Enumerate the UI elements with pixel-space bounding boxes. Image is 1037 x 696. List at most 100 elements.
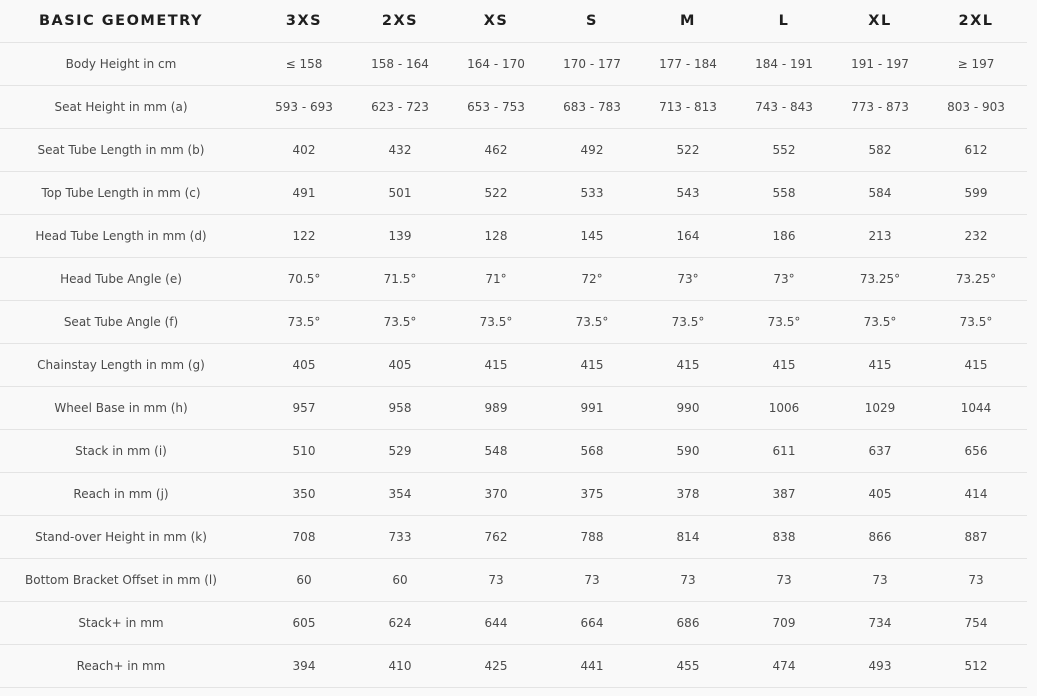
- table-cell: 73.5°: [767, 315, 801, 329]
- size-header-2xl: 2XL: [958, 13, 994, 29]
- table-cell: 990: [676, 401, 700, 415]
- table-cell: 164 - 170: [467, 57, 525, 71]
- table-cell: 415: [772, 358, 796, 372]
- table-cell: 605: [292, 616, 316, 630]
- table-row: Head Tube Angle (e) 70.5° 71.5° 71° 72° 73° 73…: [0, 258, 1027, 301]
- table-cell: 1029: [864, 401, 896, 415]
- table-header: BASIC GEOMETRY 3XS 2XS XS S M L XL 2XL: [0, 0, 1027, 43]
- table-cell: 72°: [581, 272, 603, 286]
- table-cell: 582: [868, 143, 892, 157]
- table-cell: 73.25°: [955, 272, 997, 286]
- table-cell: 590: [676, 444, 700, 458]
- table-cell: 73.5°: [959, 315, 993, 329]
- size-header-3xs: 3XS: [285, 13, 323, 29]
- table-cell: 612: [964, 143, 988, 157]
- table-cell: 375: [580, 487, 604, 501]
- table-cell: 866: [868, 530, 892, 544]
- table-cell: 887: [964, 530, 988, 544]
- table-cell: 543: [676, 186, 700, 200]
- table-row: Bottom Bracket Offset in mm (l) 60 60 73 73 7…: [0, 559, 1027, 602]
- table-cell: 73: [584, 573, 600, 587]
- table-cell: 415: [580, 358, 604, 372]
- table-cell: 441: [580, 659, 604, 673]
- table-cell: 73°: [677, 272, 699, 286]
- row-label: Wheel Base in mm (h): [54, 401, 188, 415]
- table-cell: 1006: [768, 401, 800, 415]
- table-cell: 73.5°: [383, 315, 417, 329]
- table-cell: 73°: [773, 272, 795, 286]
- size-header-s: S: [586, 13, 598, 29]
- table-cell: 164: [676, 229, 700, 243]
- table-cell: 354: [388, 487, 412, 501]
- table-cell: 644: [484, 616, 508, 630]
- table-cell: 186: [772, 229, 796, 243]
- table-cell: 415: [676, 358, 700, 372]
- table-cell: 414: [964, 487, 988, 501]
- table-row: Reach in mm (j) 350 354 370 375 378 387 405 414: [0, 473, 1027, 516]
- table-cell: 568: [580, 444, 604, 458]
- table-cell: 743 - 843: [755, 100, 813, 114]
- table-row: Reach+ in mm 394 410 425 441 455 474 493 512: [0, 645, 1027, 688]
- table-cell: 522: [484, 186, 508, 200]
- table-cell: 73.5°: [575, 315, 609, 329]
- table-row: Seat Tube Length in mm (b) 402 432 462 492 52…: [0, 129, 1027, 172]
- row-label: Seat Height in mm (a): [54, 100, 188, 114]
- row-label: Reach in mm (j): [73, 487, 169, 501]
- table-cell: 803 - 903: [947, 100, 1005, 114]
- table-cell: 73.5°: [863, 315, 897, 329]
- table-cell: 493: [868, 659, 892, 673]
- size-header-2xs: 2XS: [381, 13, 419, 29]
- row-label: Stand-over Height in mm (k): [35, 530, 207, 544]
- table-cell: 512: [964, 659, 988, 673]
- table-cell: 350: [292, 487, 316, 501]
- table-row: Stand-over Height in mm (k) 708 733 762 788 8…: [0, 516, 1027, 559]
- table-cell: 474: [772, 659, 796, 673]
- table-cell: 491: [292, 186, 316, 200]
- table-cell: 232: [964, 229, 988, 243]
- row-label: Seat Tube Angle (f): [63, 315, 179, 329]
- table-cell: 432: [388, 143, 412, 157]
- table-cell: 529: [388, 444, 412, 458]
- table-cell: 145: [580, 229, 604, 243]
- table-cell: 60: [392, 573, 408, 587]
- table-cell: 462: [484, 143, 508, 157]
- table-cell: 73: [776, 573, 792, 587]
- row-label: Body Height in cm: [65, 57, 177, 71]
- row-label: Head Tube Angle (e): [60, 272, 182, 286]
- table-cell: 713 - 813: [659, 100, 717, 114]
- table-cell: 73: [680, 573, 696, 587]
- table-cell: 522: [676, 143, 700, 157]
- table-cell: 387: [772, 487, 796, 501]
- table-cell: 686: [676, 616, 700, 630]
- table-row: Chainstay Length in mm (g) 405 405 415 415 41…: [0, 344, 1027, 387]
- table-cell: 734: [868, 616, 892, 630]
- table-cell: 653 - 753: [467, 100, 525, 114]
- table-cell: 213: [868, 229, 892, 243]
- table-cell: ≤ 158: [285, 57, 323, 71]
- table-cell: 637: [868, 444, 892, 458]
- table-cell: 957: [292, 401, 316, 415]
- table-cell: 455: [676, 659, 700, 673]
- table-cell: 170 - 177: [563, 57, 621, 71]
- geometry-table: BASIC GEOMETRY 3XS 2XS XS S M L XL 2XL Body Hei…: [0, 0, 1027, 688]
- table-cell: 73.25°: [859, 272, 901, 286]
- table-row: Top Tube Length in mm (c) 491 501 522 533 543…: [0, 172, 1027, 215]
- table-cell: 70.5°: [287, 272, 321, 286]
- table-cell: 593 - 693: [275, 100, 333, 114]
- table-cell: 402: [292, 143, 316, 157]
- table-cell: 73: [872, 573, 888, 587]
- table-cell: 394: [292, 659, 316, 673]
- table-cell: 370: [484, 487, 508, 501]
- table-cell: 754: [964, 616, 988, 630]
- table-row: Body Height in cm ≤ 158 158 - 164 164 - 170…: [0, 43, 1027, 86]
- table-cell: 709: [772, 616, 796, 630]
- table-cell: 788: [580, 530, 604, 544]
- table-cell: 683 - 783: [563, 100, 621, 114]
- table-cell: 415: [868, 358, 892, 372]
- table-row: Stack in mm (i) 510 529 548 568 590 611 637 656: [0, 430, 1027, 473]
- table-cell: 73.5°: [287, 315, 321, 329]
- table-cell: 773 - 873: [851, 100, 909, 114]
- table-cell: 73.5°: [479, 315, 513, 329]
- size-header-xl: XL: [868, 13, 892, 29]
- table-cell: 128: [484, 229, 508, 243]
